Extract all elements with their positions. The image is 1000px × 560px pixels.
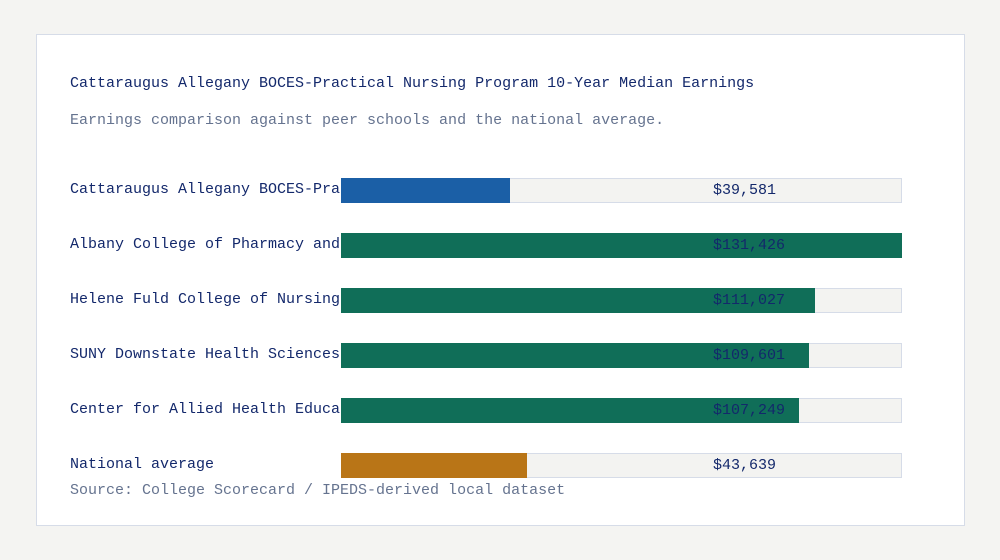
bar-value-label: $111,027 bbox=[713, 292, 786, 309]
bar bbox=[341, 233, 902, 258]
bar-label: SUNY Downstate Health Sciences bbox=[70, 346, 341, 363]
bar bbox=[341, 178, 510, 203]
bar-value-label: $107,249 bbox=[713, 402, 786, 419]
bar-row: SUNY Downstate Health Sciences $109,601 bbox=[70, 343, 902, 368]
bar-row: Center for Allied Health Educa $107,249 bbox=[70, 398, 902, 423]
bar-label: Cattaraugus Allegany BOCES-Pra bbox=[70, 181, 341, 198]
bar-row: National average $43,639 bbox=[70, 453, 902, 478]
bar-track: $111,027 bbox=[341, 288, 902, 313]
bar-track: $131,426 bbox=[341, 233, 902, 258]
bar-value-label: $131,426 bbox=[713, 237, 786, 254]
chart-subtitle: Earnings comparison against peer schools… bbox=[70, 112, 665, 129]
bar bbox=[341, 288, 815, 313]
chart-card: Cattaraugus Allegany BOCES-Practical Nur… bbox=[36, 34, 965, 526]
bar-label: Helene Fuld College of Nursing bbox=[70, 291, 341, 308]
chart-title: Cattaraugus Allegany BOCES-Practical Nur… bbox=[70, 75, 755, 92]
bar-row: Helene Fuld College of Nursing $111,027 bbox=[70, 288, 902, 313]
bar-value-label: $109,601 bbox=[713, 347, 786, 364]
bar-track: $43,639 bbox=[341, 453, 902, 478]
bar-row: Cattaraugus Allegany BOCES-Pra $39,581 bbox=[70, 178, 902, 203]
bar-label: Center for Allied Health Educa bbox=[70, 401, 341, 418]
bar-track: $109,601 bbox=[341, 343, 902, 368]
source-note: Source: College Scorecard / IPEDS-derive… bbox=[70, 482, 566, 499]
bar bbox=[341, 453, 527, 478]
bar-value-label: $43,639 bbox=[713, 457, 777, 474]
bar bbox=[341, 343, 809, 368]
bar bbox=[341, 398, 799, 423]
bar-value-label: $39,581 bbox=[713, 182, 777, 199]
bar-label: National average bbox=[70, 456, 215, 473]
bar-track: $107,249 bbox=[341, 398, 902, 423]
bar-row: Albany College of Pharmacy and $131,426 bbox=[70, 233, 902, 258]
bar-label: Albany College of Pharmacy and bbox=[70, 236, 341, 253]
bar-track: $39,581 bbox=[341, 178, 902, 203]
